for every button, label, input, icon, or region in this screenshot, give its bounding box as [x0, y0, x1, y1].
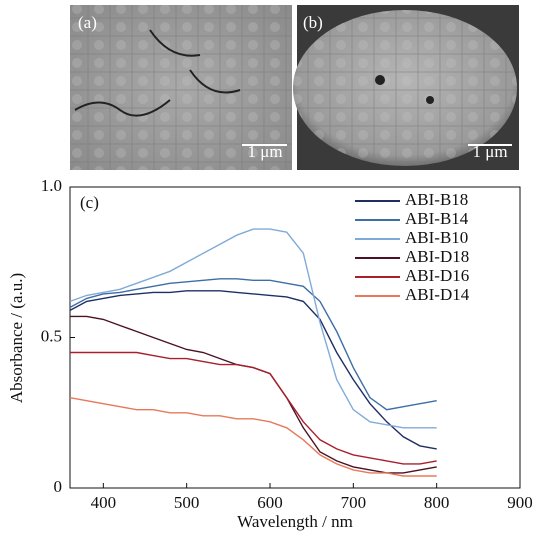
series-line: [69, 290, 437, 450]
series-line: [70, 315, 437, 474]
series-line: [69, 397, 437, 477]
chart: (c) Wavelength / nm Absorbance / (a.u.) …: [7, 176, 533, 531]
annotation: (c): [80, 193, 99, 212]
series-line: [70, 351, 437, 465]
x-tick-label: 900: [507, 493, 533, 512]
legend-label: ABI-D16: [405, 266, 469, 285]
scale-bar-label: 1 μm: [472, 142, 507, 161]
legend-label: ABI-B10: [405, 228, 468, 247]
scale-bar-label: 1 μm: [247, 142, 282, 161]
legend-label: ABI-D18: [405, 247, 469, 266]
y-tick-label: 0: [54, 477, 63, 496]
y-tick-label: 1.0: [41, 176, 62, 195]
x-tick-label: 700: [341, 493, 367, 512]
y-tick-label: 0.5: [41, 326, 62, 345]
sem-image-a: (a) 1 μm: [70, 5, 292, 170]
series-line: [69, 228, 437, 429]
legend-label: ABI-D14: [405, 285, 470, 304]
x-tick-label: 500: [174, 493, 200, 512]
x-tick-label: 400: [91, 493, 117, 512]
x-tick-label: 800: [424, 493, 450, 512]
series-line: [69, 278, 437, 411]
x-axis-label: Wavelength / nm: [237, 512, 353, 531]
sem-image-b: (b) 1 μm: [293, 5, 519, 170]
legend-label: ABI-B18: [405, 190, 468, 209]
panel-label: (b): [303, 13, 323, 32]
y-axis-label: Absorbance / (a.u.): [7, 273, 26, 403]
panel-label: (a): [78, 13, 97, 32]
legend-label: ABI-B14: [405, 209, 469, 228]
x-tick-label: 600: [257, 493, 283, 512]
